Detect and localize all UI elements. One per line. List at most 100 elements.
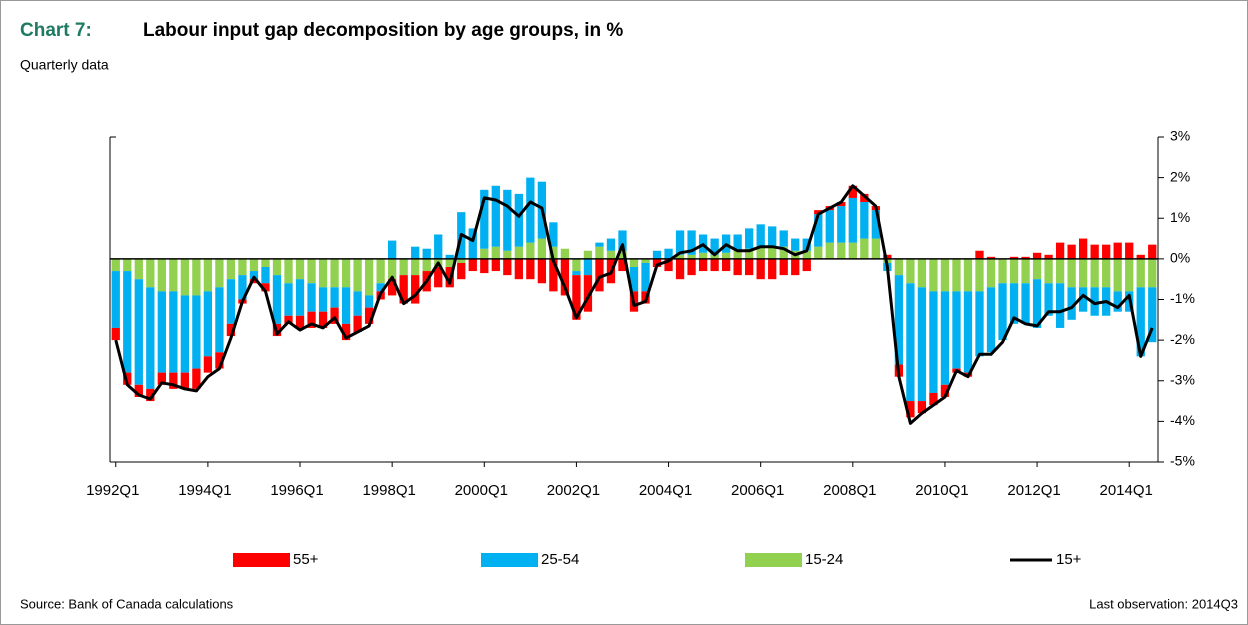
y-tick-label: -1% xyxy=(1170,290,1195,306)
bar xyxy=(226,279,236,324)
bar xyxy=(572,258,581,272)
bar xyxy=(514,246,523,259)
bar xyxy=(134,279,143,385)
bar xyxy=(779,230,788,247)
bar xyxy=(986,258,996,288)
bar xyxy=(894,275,904,365)
bar xyxy=(295,315,305,328)
bar xyxy=(261,258,270,267)
bar xyxy=(975,250,984,259)
bar xyxy=(779,258,788,276)
bar xyxy=(364,295,374,308)
bar xyxy=(272,258,282,276)
bar xyxy=(629,258,639,267)
bar xyxy=(238,258,247,276)
bar xyxy=(422,258,431,272)
bar xyxy=(318,258,328,288)
bar xyxy=(445,254,454,259)
bar xyxy=(733,250,742,259)
bar xyxy=(929,392,938,406)
bar xyxy=(1113,258,1122,292)
y-tick-label: 2% xyxy=(1170,168,1190,184)
bar xyxy=(756,246,765,259)
chart-title: Labour input gap decomposition by age gr… xyxy=(143,20,623,41)
bar xyxy=(745,228,754,249)
bar xyxy=(1090,244,1099,259)
bar xyxy=(169,291,178,373)
bar xyxy=(629,267,639,292)
x-tick-label: 2012Q1 xyxy=(1007,482,1060,499)
bar xyxy=(802,238,811,251)
bar xyxy=(468,258,477,272)
bar xyxy=(1009,283,1019,324)
bar xyxy=(422,248,431,259)
bar xyxy=(756,258,765,280)
bar xyxy=(318,287,328,312)
bar xyxy=(837,202,846,207)
bar xyxy=(111,327,120,341)
bar xyxy=(733,234,742,251)
bar xyxy=(1021,283,1030,324)
bar xyxy=(802,250,811,259)
bar xyxy=(192,295,201,369)
bar xyxy=(917,258,927,288)
bar xyxy=(975,258,984,292)
bar xyxy=(560,248,570,259)
bar xyxy=(940,258,950,292)
bar xyxy=(710,238,719,255)
bar xyxy=(457,258,466,263)
x-tick-label: 2002Q1 xyxy=(547,482,600,499)
bar xyxy=(1113,291,1122,312)
bar xyxy=(664,248,673,259)
bar xyxy=(1078,258,1088,288)
bar xyxy=(364,258,374,296)
x-tick-label: 2008Q1 xyxy=(823,482,876,499)
bar xyxy=(745,248,754,259)
bar xyxy=(203,258,213,292)
bar xyxy=(583,275,593,312)
bar xyxy=(768,226,777,247)
chart-label: Chart 7: xyxy=(20,20,92,41)
bar xyxy=(814,210,823,215)
bar xyxy=(929,291,938,393)
bar xyxy=(157,372,166,385)
bar xyxy=(537,238,547,259)
bar xyxy=(952,258,961,292)
bar xyxy=(825,242,834,259)
bar xyxy=(123,271,132,373)
bar xyxy=(1032,258,1042,280)
bar xyxy=(606,250,616,259)
bar xyxy=(526,258,535,280)
bar xyxy=(906,258,915,284)
bar xyxy=(514,193,523,247)
bar xyxy=(1044,283,1053,316)
bar xyxy=(526,177,535,243)
bar xyxy=(134,384,143,397)
bar xyxy=(963,291,973,373)
bar xyxy=(1055,283,1065,328)
bar xyxy=(111,258,120,272)
bar xyxy=(341,323,351,341)
bar xyxy=(664,258,673,272)
bar xyxy=(710,254,719,259)
bar xyxy=(146,388,155,402)
bar xyxy=(514,258,523,280)
bar xyxy=(146,258,155,288)
bar xyxy=(986,256,996,259)
bar xyxy=(756,224,765,247)
bar xyxy=(906,401,915,418)
legend-label: 15-24 xyxy=(805,551,843,568)
bar xyxy=(399,275,408,304)
bar xyxy=(1009,258,1019,284)
bar xyxy=(848,197,857,243)
x-tick-label: 2000Q1 xyxy=(455,482,508,499)
bar xyxy=(434,267,443,288)
x-tick-label: 1992Q1 xyxy=(86,482,139,499)
bar xyxy=(837,206,846,243)
bar xyxy=(652,250,662,259)
bar xyxy=(226,258,236,280)
bar xyxy=(1148,244,1157,259)
bar xyxy=(491,258,500,272)
bar xyxy=(1136,254,1145,259)
line xyxy=(114,184,1154,425)
